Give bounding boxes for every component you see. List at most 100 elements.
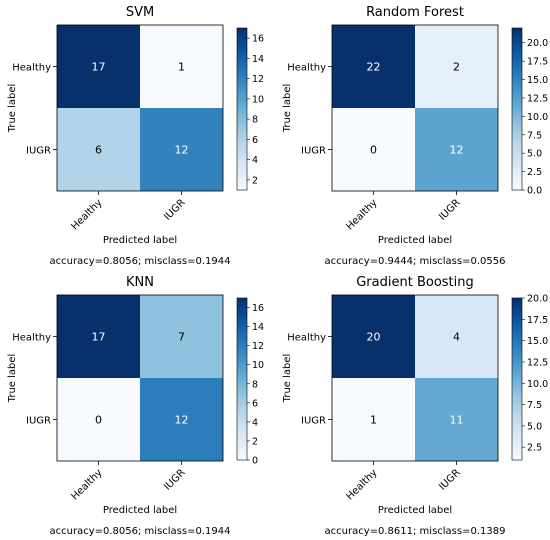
matrix-cell bbox=[57, 108, 140, 191]
chart-title: SVM bbox=[126, 5, 154, 20]
x-axis-label: Predicted label bbox=[103, 235, 177, 246]
colorbar-tick-label: 10.0 bbox=[527, 379, 548, 390]
x-axis-label: Predicted label bbox=[378, 505, 452, 516]
confusion-matrix-panel-random-forest: Random Forest 22 2 0 12 Healthy IUGR Healthy IUG… bbox=[275, 0, 550, 270]
x-tick-label: IUGR bbox=[162, 467, 187, 492]
colorbar-tick-label: 7.5 bbox=[527, 130, 542, 141]
cell-value-label: 17 bbox=[92, 61, 106, 74]
accuracy-footer: accuracy=0.9444; misclass=0.0556 bbox=[325, 256, 506, 267]
cell-value-label: 11 bbox=[450, 414, 464, 427]
colorbar-tick-label: 20.0 bbox=[527, 294, 548, 305]
cell-value-label: 1 bbox=[370, 414, 377, 427]
x-tick-label: Healthy bbox=[344, 197, 379, 232]
plot-frame bbox=[331, 24, 499, 192]
colorbar-tick-label: 8 bbox=[252, 379, 258, 390]
colorbar-tick-label: 17.5 bbox=[527, 57, 548, 68]
cell-value-label: 12 bbox=[450, 144, 464, 157]
accuracy-footer: accuracy=0.8056; misclass=0.1944 bbox=[50, 256, 231, 267]
cell-value-label: 1 bbox=[178, 61, 185, 74]
matrix-cell bbox=[57, 25, 140, 108]
cell-value-label: 4 bbox=[453, 331, 460, 344]
colorbar-tick-label: 10 bbox=[252, 94, 264, 105]
y-axis-label: True label bbox=[7, 354, 18, 404]
x-tick-label: Healthy bbox=[344, 467, 379, 502]
y-tick-label: Healthy bbox=[287, 63, 326, 74]
colorbar bbox=[511, 297, 523, 461]
cell-value-label: 0 bbox=[95, 414, 102, 427]
matrix-cell bbox=[140, 108, 223, 191]
y-tick-label: IUGR bbox=[301, 146, 326, 157]
confusion-matrix-panel-svm: SVM 17 1 6 12 Healthy IUGR Healthy IUGR Predicted… bbox=[0, 0, 275, 270]
matrix-cell bbox=[140, 378, 223, 461]
colorbar-tick-label: 5.0 bbox=[527, 421, 542, 432]
matrix-cell bbox=[415, 25, 498, 108]
colorbar bbox=[236, 27, 248, 191]
matrix-cell bbox=[57, 295, 140, 378]
colorbar-tick-label: 0.0 bbox=[527, 186, 542, 197]
chart-title: KNN bbox=[126, 275, 154, 290]
colorbar-tick-label: 6 bbox=[252, 398, 258, 409]
plot-frame bbox=[56, 24, 224, 192]
x-tick-label: IUGR bbox=[162, 197, 187, 222]
cell-value-label: 12 bbox=[175, 144, 189, 157]
colorbar-tick-label: 14 bbox=[252, 322, 264, 333]
confusion-matrix-panel-gradient-boosting: Gradient Boosting 20 4 1 11 Healthy IUGR Health… bbox=[275, 270, 550, 540]
colorbar-tick-label: 20.0 bbox=[527, 38, 548, 49]
matrix-cell bbox=[332, 108, 415, 191]
cell-value-label: 12 bbox=[175, 414, 189, 427]
colorbar-tick-label: 6 bbox=[252, 135, 258, 146]
chart-title: Random Forest bbox=[366, 5, 464, 20]
colorbar bbox=[236, 297, 248, 461]
y-tick-label: IUGR bbox=[26, 416, 51, 427]
colorbar-tick-label: 16 bbox=[252, 34, 264, 45]
x-tick-label: Healthy bbox=[69, 197, 104, 232]
y-tick-label: IUGR bbox=[26, 146, 51, 157]
colorbar-tick-label: 2 bbox=[252, 436, 258, 447]
colorbar-tick-label: 16 bbox=[252, 303, 264, 314]
y-axis-label: True label bbox=[282, 354, 293, 404]
cell-value-label: 0 bbox=[370, 144, 377, 157]
y-tick-label: Healthy bbox=[287, 333, 326, 344]
matrix-cell bbox=[415, 108, 498, 191]
x-tick-label: Healthy bbox=[69, 467, 104, 502]
chart-title: Gradient Boosting bbox=[356, 275, 474, 290]
colorbar-tick-label: 0 bbox=[252, 456, 258, 467]
colorbar-tick-label: 4 bbox=[252, 155, 258, 166]
matrix-cell bbox=[57, 378, 140, 461]
matrix-cell bbox=[332, 25, 415, 108]
colorbar-tick-label: 10.0 bbox=[527, 112, 548, 123]
cell-value-label: 20 bbox=[367, 331, 381, 344]
colorbar-tick-label: 12.5 bbox=[527, 93, 548, 104]
cell-value-label: 22 bbox=[367, 61, 381, 74]
x-tick-label: IUGR bbox=[437, 467, 462, 492]
colorbar-tick-label: 12 bbox=[252, 341, 264, 352]
colorbar-tick-label: 2.5 bbox=[527, 167, 542, 178]
matrix-cell bbox=[415, 295, 498, 378]
colorbar-tick-label: 2 bbox=[252, 175, 258, 186]
x-tick-label: IUGR bbox=[437, 197, 462, 222]
y-tick-label: IUGR bbox=[301, 416, 326, 427]
cell-value-label: 17 bbox=[92, 331, 106, 344]
colorbar-tick-label: 8 bbox=[252, 115, 258, 126]
plot-frame bbox=[331, 294, 499, 462]
x-axis-label: Predicted label bbox=[103, 505, 177, 516]
colorbar-tick-label: 7.5 bbox=[527, 400, 542, 411]
matrix-cell bbox=[140, 25, 223, 108]
colorbar-tick-label: 14 bbox=[252, 54, 264, 65]
colorbar-tick-label: 15.0 bbox=[527, 336, 548, 347]
colorbar-tick-label: 12 bbox=[252, 74, 264, 85]
y-axis-label: True label bbox=[7, 84, 18, 134]
plot-frame bbox=[56, 294, 224, 462]
colorbar-tick-label: 10 bbox=[252, 360, 264, 371]
cell-value-label: 7 bbox=[178, 331, 185, 344]
colorbar-tick-label: 17.5 bbox=[527, 315, 548, 326]
colorbar-tick-label: 5.0 bbox=[527, 149, 542, 160]
matrix-cell bbox=[140, 295, 223, 378]
matrix-cell bbox=[415, 378, 498, 461]
accuracy-footer: accuracy=0.8056; misclass=0.1944 bbox=[50, 526, 231, 537]
confusion-matrix-chart: KNN 17 7 0 12 Healthy IUGR Healthy IUGR Predicted… bbox=[7, 275, 264, 537]
colorbar bbox=[511, 27, 523, 191]
